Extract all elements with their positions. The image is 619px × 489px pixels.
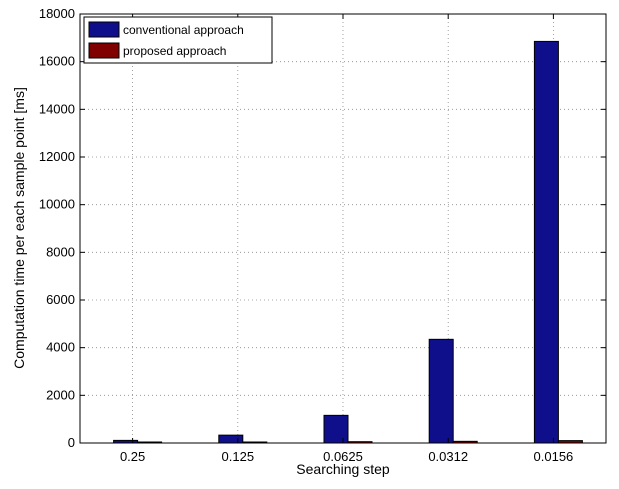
legend-swatch-conventional <box>88 21 120 38</box>
x-tick-label: 0.0312 <box>428 449 468 464</box>
x-axis-ticks: 0.25 0.125 0.0625 0.0312 0.0156 <box>120 14 573 464</box>
y-tick-label: 12000 <box>39 149 75 164</box>
plot-area <box>80 14 606 443</box>
x-tick-label: 0.25 <box>120 449 145 464</box>
y-axis-label: Computation time per each sample point [… <box>11 87 27 369</box>
bar-conventional <box>323 414 349 444</box>
y-tick-label: 14000 <box>39 101 75 116</box>
x-tick-label: 0.0625 <box>323 449 363 464</box>
y-tick-label: 6000 <box>46 292 75 307</box>
x-axis-label: Searching step <box>296 461 390 477</box>
y-axis-ticks: 0 2000 4000 6000 8000 10000 12000 14000 16000 180… <box>39 6 606 450</box>
y-tick-label: 2000 <box>46 387 75 402</box>
legend-swatch-proposed <box>88 42 120 59</box>
legend: conventional approach proposed approach <box>83 16 273 64</box>
y-tick-label: 8000 <box>46 244 75 259</box>
bar-conventional <box>218 434 244 444</box>
legend-label-conventional: conventional approach <box>123 23 244 37</box>
x-tick-label: 0.125 <box>222 449 255 464</box>
y-tick-label: 4000 <box>46 340 75 355</box>
legend-label-proposed: proposed approach <box>123 44 226 58</box>
bar-conventional <box>533 40 559 444</box>
y-tick-label: 18000 <box>39 6 75 21</box>
y-tick-label: 0 <box>68 435 75 450</box>
y-tick-label: 10000 <box>39 197 75 212</box>
bar-conventional <box>428 338 454 444</box>
y-tick-label: 16000 <box>39 54 75 69</box>
x-tick-label: 0.0156 <box>534 449 574 464</box>
